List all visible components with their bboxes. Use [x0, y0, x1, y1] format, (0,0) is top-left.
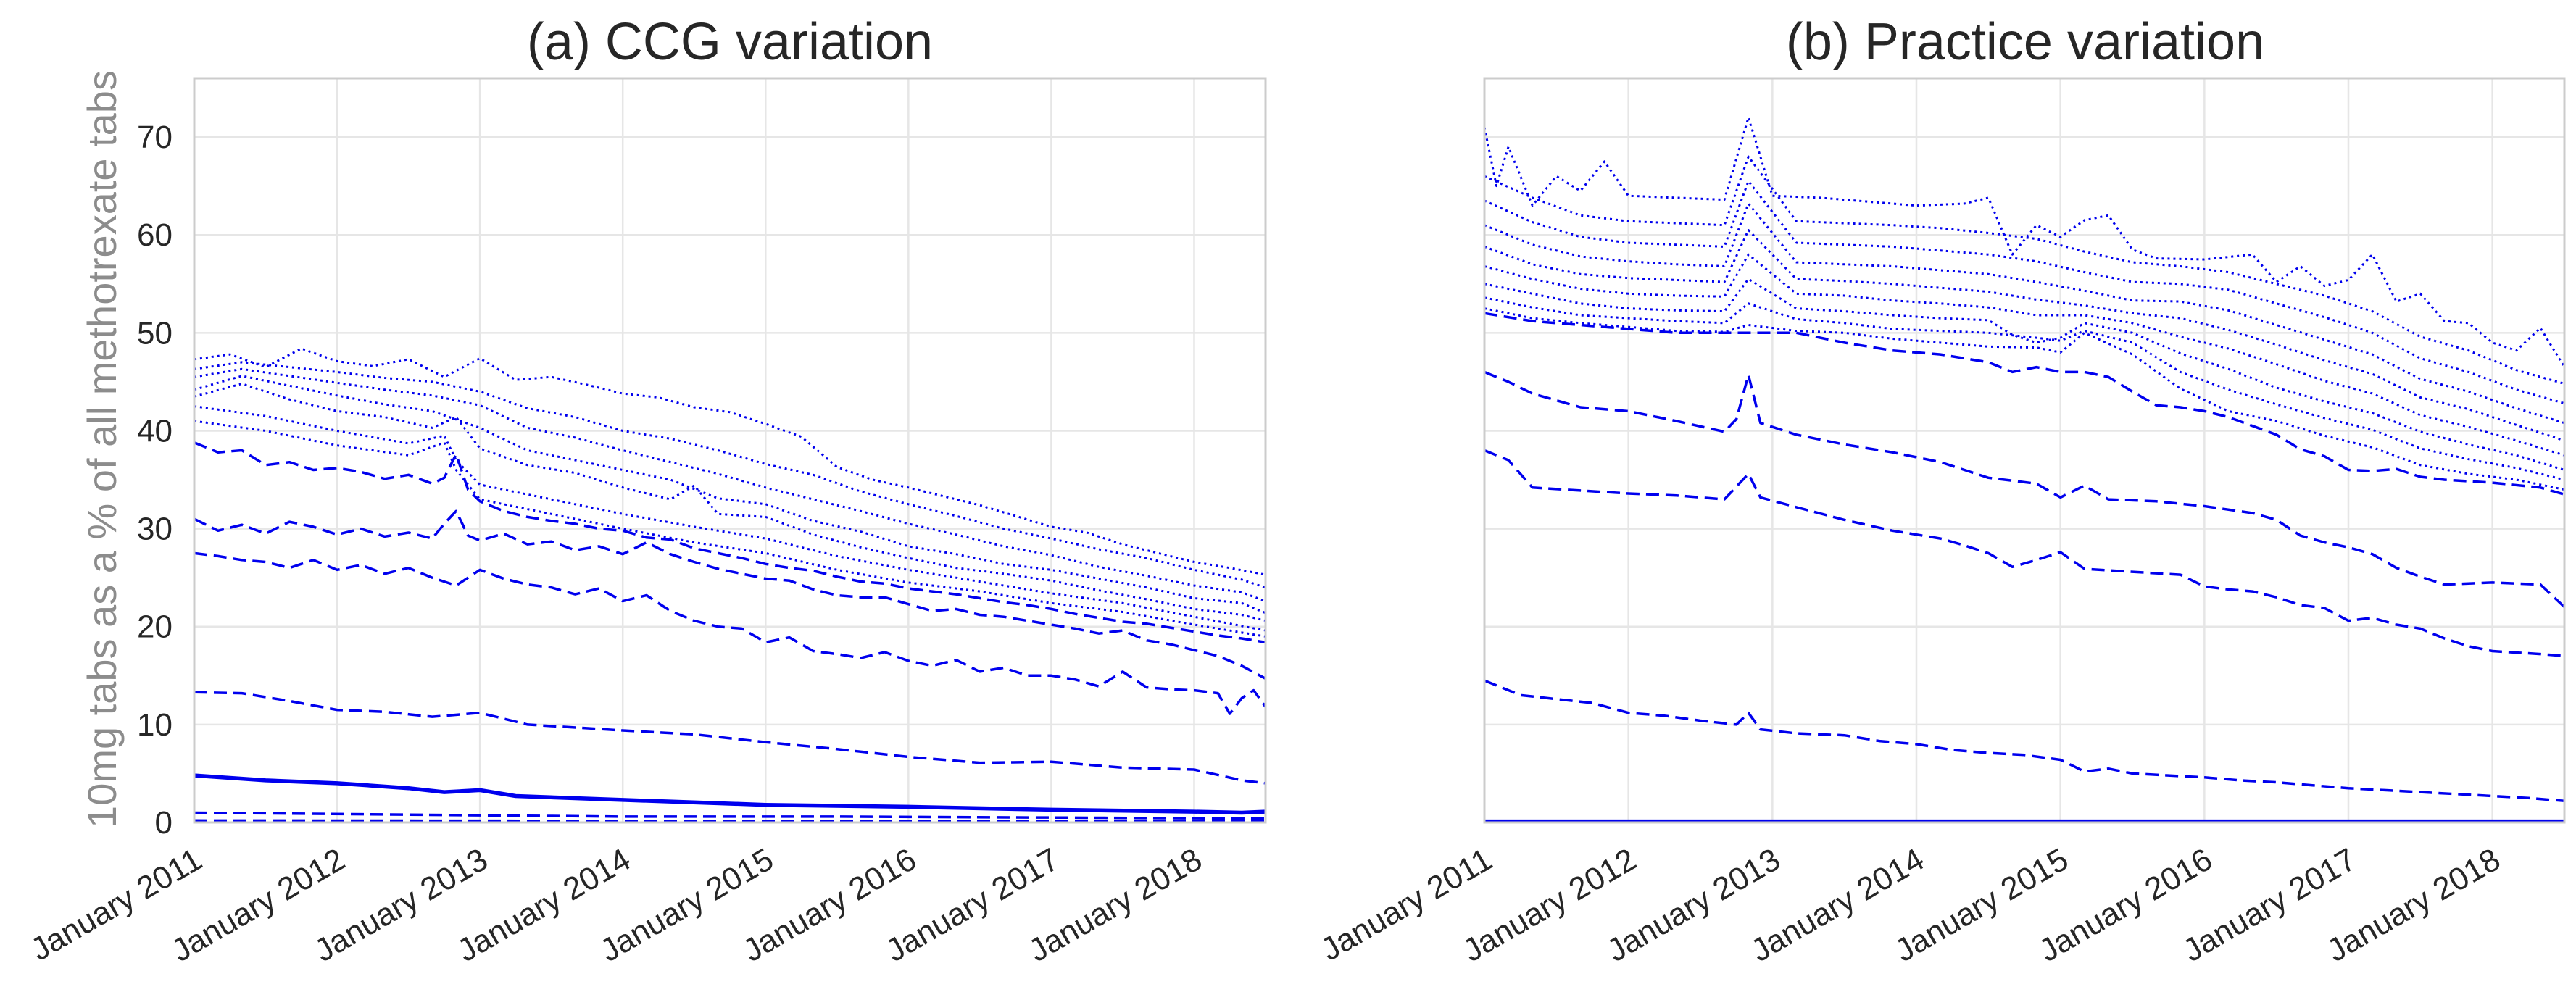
ccg-series-line-7: [194, 441, 1266, 644]
ccg-y-tick-label: 10: [137, 707, 173, 743]
ccg-variation-panel: (a) CCG variation 0 10 20 30 40 50 60 70 Januar…: [25, 13, 1267, 969]
practice-plot-frame: [1483, 77, 2566, 824]
ccg-y-tick-label: 40: [137, 413, 173, 449]
practice-series-line-13: [1484, 155, 2565, 386]
practice-series-line-14: [1483, 116, 2566, 368]
y-axis-label: 10mg tabs as a % of all methotrexate tab…: [79, 70, 125, 828]
ccg-series-line-12: [194, 367, 1266, 603]
practice-series-line-5: [1484, 312, 2565, 496]
ccg-y-tick-label: 60: [137, 217, 173, 253]
ccg-plot-frame: [193, 77, 1267, 824]
practice-series-line-7: [1484, 296, 2565, 481]
practice-panel-title: (b) Practice variation: [1786, 13, 2264, 71]
ccg-panel-title: (a) CCG variation: [527, 13, 933, 71]
practice-grid: [1483, 78, 2564, 822]
ccg-grid: [193, 78, 1266, 822]
practice-series-line-4: [1484, 370, 2566, 608]
practice-series-line-10: [1484, 229, 2565, 442]
ccg-y-tick-label: 30: [137, 512, 173, 547]
ccg-series-line-14: [194, 347, 1266, 576]
ccg-series-line-6: [194, 509, 1266, 680]
practice-series-line-2: [1484, 679, 2565, 803]
ccg-series-line-9: [194, 405, 1266, 632]
practice-series-group: [1483, 116, 2566, 824]
ccg-y-tick-label: 70: [137, 120, 173, 155]
practice-series-line-3: [1484, 449, 2565, 658]
ccg-y-tick-label: 50: [137, 315, 173, 351]
ccg-series-line-10: [194, 383, 1266, 622]
ccg-series-line-8: [194, 420, 1266, 638]
ccg-series-line-13: [194, 361, 1266, 589]
ccg-y-tick-label: 0: [155, 805, 173, 841]
practice-variation-panel: (b) Practice variation January 2011Janua…: [1315, 13, 2566, 969]
ccg-series-line-1: [194, 819, 1266, 823]
ccg-series-line-5: [194, 551, 1267, 715]
ccg-series-group: [194, 347, 1267, 823]
practice-series-line-12: [1484, 180, 2565, 405]
ccg-series-line-11: [194, 375, 1266, 614]
ccg-y-tick-label: 20: [137, 609, 173, 645]
ccg-series-line-4: [194, 691, 1266, 785]
ccg-series-line-3: [194, 773, 1266, 815]
practice-series-line-9: [1484, 253, 2565, 457]
ccg-y-axis: 0 10 20 30 40 50 60 70: [137, 120, 173, 841]
ccg-series-line-2: [194, 811, 1266, 820]
practice-series-line-11: [1484, 202, 2565, 425]
